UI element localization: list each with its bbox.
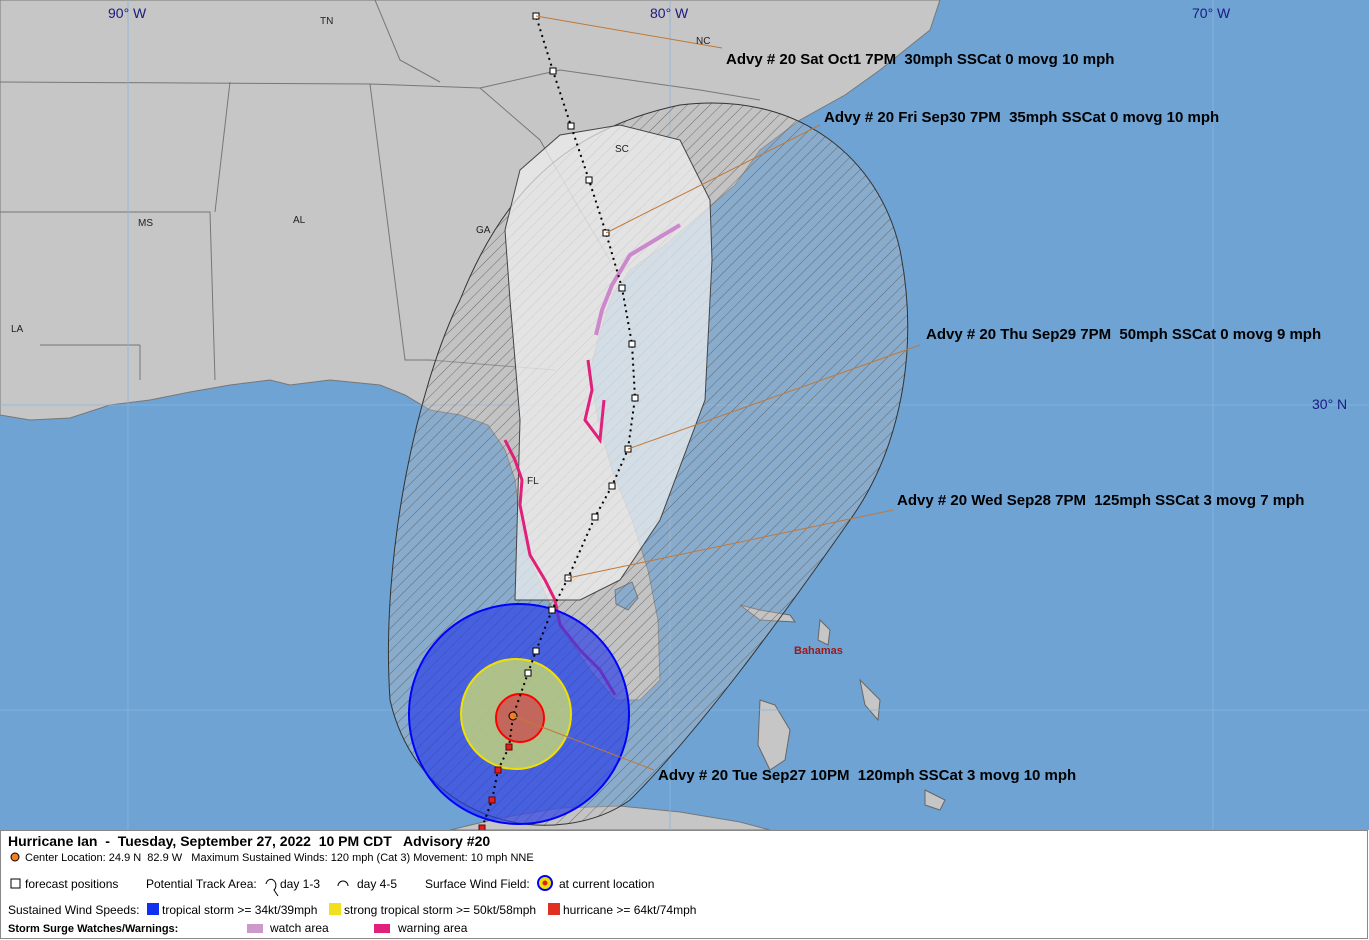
state-label: TN bbox=[320, 16, 333, 27]
legend-label: at current location bbox=[559, 877, 654, 891]
state-label: LA bbox=[11, 324, 24, 335]
legend-label: tropical storm >= 34kt/39mph bbox=[162, 903, 317, 917]
state-label: FL bbox=[527, 476, 539, 487]
track-line bbox=[481, 15, 637, 829]
advisory-label: Advy # 20 Thu Sep29 7PM 50mph SSCat 0 mo… bbox=[926, 326, 1321, 343]
legend-label: day 1-3 bbox=[280, 877, 320, 891]
state-label: NC bbox=[696, 36, 710, 47]
state-borders bbox=[0, 0, 761, 381]
state-labels: TN NC SC GA MS AL LA FL Bahamas bbox=[11, 16, 843, 657]
surge-watch bbox=[594, 223, 682, 336]
legend-label: Storm Surge Watches/Warnings: bbox=[8, 923, 178, 935]
advisory-label: Advy # 20 Tue Sep27 10PM 120mph SSCat 3 … bbox=[658, 767, 1076, 784]
legend-title: Hurricane Ian - Tuesday, September 27, 2… bbox=[8, 833, 490, 849]
legend-label: strong tropical storm >= 50kt/58mph bbox=[344, 903, 536, 917]
state-label: GA bbox=[476, 225, 491, 236]
state-label: SC bbox=[615, 144, 629, 155]
advisory-label: Advy # 20 Sat Oct1 7PM 30mph SSCat 0 mov… bbox=[726, 51, 1114, 68]
legend-label: hurricane >= 64kt/74mph bbox=[563, 903, 696, 917]
lon-label: 90° W bbox=[108, 5, 147, 21]
advisory-label: Advy # 20 Fri Sep30 7PM 35mph SSCat 0 mo… bbox=[824, 109, 1219, 126]
legend: Hurricane Ian - Tuesday, September 27, 2… bbox=[0, 830, 1368, 939]
lon-label: 80° W bbox=[650, 5, 689, 21]
past-positions bbox=[478, 743, 513, 832]
legend-label: Surface Wind Field: bbox=[425, 877, 530, 891]
hu-wind-field bbox=[495, 693, 545, 743]
legend-label: watch area bbox=[269, 921, 329, 935]
lat-label: 30° N bbox=[1312, 396, 1347, 412]
bahamas-islands bbox=[739, 604, 946, 811]
place-label: Bahamas bbox=[794, 645, 843, 657]
legend-label: day 4-5 bbox=[357, 877, 397, 891]
center-info: Center Location: 24.9 N 82.9 W Maximum S… bbox=[25, 852, 534, 864]
state-label: MS bbox=[138, 218, 153, 229]
legend-label: Sustained Wind Speeds: bbox=[8, 903, 139, 917]
lon-label: 70° W bbox=[1192, 5, 1231, 21]
advisory-labels: Advy # 20 Sat Oct1 7PM 30mph SSCat 0 mov… bbox=[658, 51, 1321, 784]
advisory-label: Advy # 20 Wed Sep28 7PM 125mph SSCat 3 m… bbox=[897, 492, 1304, 509]
state-label: AL bbox=[293, 215, 306, 226]
advisory-leaders bbox=[512, 15, 921, 771]
legend-label: forecast positions bbox=[25, 877, 118, 891]
grid-labels: 90° W 80° W 70° W 30° N bbox=[108, 5, 1347, 412]
legend-label: Potential Track Area: bbox=[146, 877, 257, 891]
track-cone-day1-3 bbox=[504, 124, 713, 601]
legend-label: warning area bbox=[397, 921, 468, 935]
